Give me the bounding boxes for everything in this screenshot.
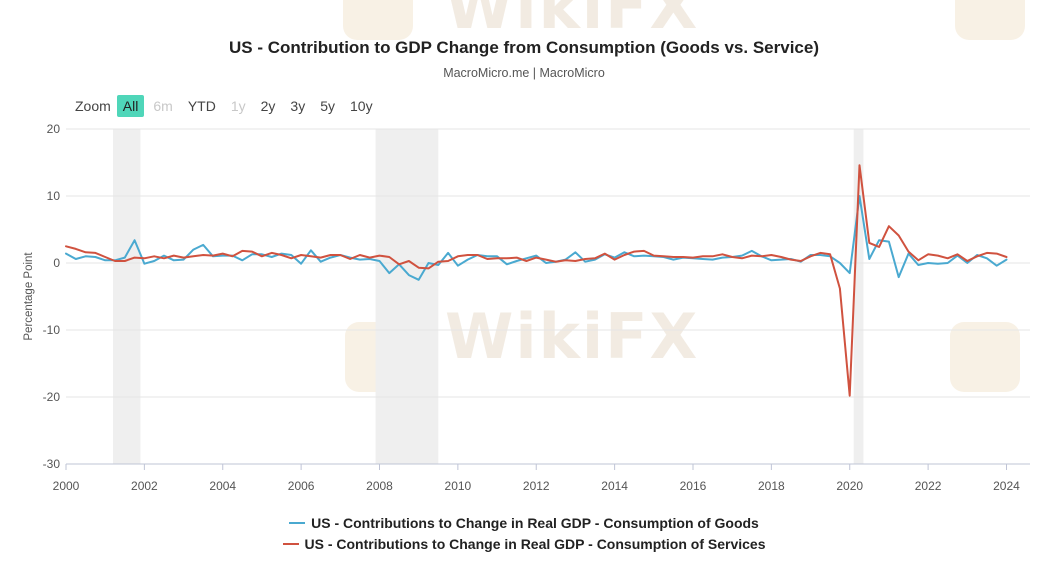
legend-item-goods[interactable]: US - Contributions to Change in Real GDP… [289,512,759,533]
zoom-ytd-button[interactable]: YTD [187,98,216,114]
zoom-10y-button[interactable]: 10y [350,98,373,114]
x-tick-label: 2020 [836,479,863,493]
y-axis-label: Percentage Point [23,252,35,341]
zoom-6m-button[interactable]: 6m [153,98,173,114]
zoom-control: Zoom All 6m YTD 1y 2y 3y 5y 10y [75,95,382,117]
chart-title: US - Contribution to GDP Change from Con… [229,38,819,57]
x-tick-label: 2008 [366,479,393,493]
y-axis-ticks: 20 10 0 -10 -20 -30 [43,122,61,471]
zoom-label: Zoom [75,98,111,114]
series-line-services[interactable] [65,164,1008,397]
legend-item-services[interactable]: US - Contributions to Change in Real GDP… [282,533,766,554]
legend-label-services: US - Contributions to Change in Real GDP… [304,535,766,552]
y-tick-label: 10 [47,189,61,203]
series-lines[interactable] [65,164,1008,397]
zoom-2y-button[interactable]: 2y [260,98,276,114]
legend-label-goods: US - Contributions to Change in Real GDP… [311,514,759,531]
x-tick-label: 2022 [915,479,942,493]
x-tick-label: 2000 [53,479,80,493]
x-tick-label: 2002 [131,479,158,493]
zoom-5y-button[interactable]: 5y [320,98,335,114]
y-tick-label: -10 [43,323,61,337]
recession-band-0 [113,129,141,464]
legend-swatch-goods [289,521,306,524]
legend: US - Contributions to Change in Real GDP… [0,512,1048,554]
x-tick-label: 2004 [209,479,236,493]
y-tick-label: -20 [43,390,61,404]
x-tick-label: 2014 [601,479,628,493]
zoom-1y-button[interactable]: 1y [230,98,246,114]
legend-swatch-services [282,542,299,545]
x-tick-label: 2006 [288,479,315,493]
x-tick-label: 2016 [680,479,707,493]
recession-band-1 [375,129,439,464]
chart-subtitle: MacroMicro.me | MacroMicro [443,66,605,80]
x-tick-label: 2010 [445,479,472,493]
recession-bands [113,129,864,464]
x-tick-label: 2024 [993,479,1020,493]
x-tick-label: 2018 [758,479,785,493]
x-axis-ticks: 2000 2002 2004 2006 2008 2010 2012 2014 2016 2018… [53,464,1020,493]
zoom-3y-button[interactable]: 3y [290,98,306,114]
recession-band-2 [853,129,864,464]
y-tick-label: 20 [47,122,61,136]
zoom-all-button[interactable]: All [116,95,145,117]
y-tick-label: -30 [43,457,61,471]
series-line-goods[interactable] [65,195,1008,281]
x-tick-label: 2012 [523,479,550,493]
y-tick-label: 0 [53,256,60,270]
